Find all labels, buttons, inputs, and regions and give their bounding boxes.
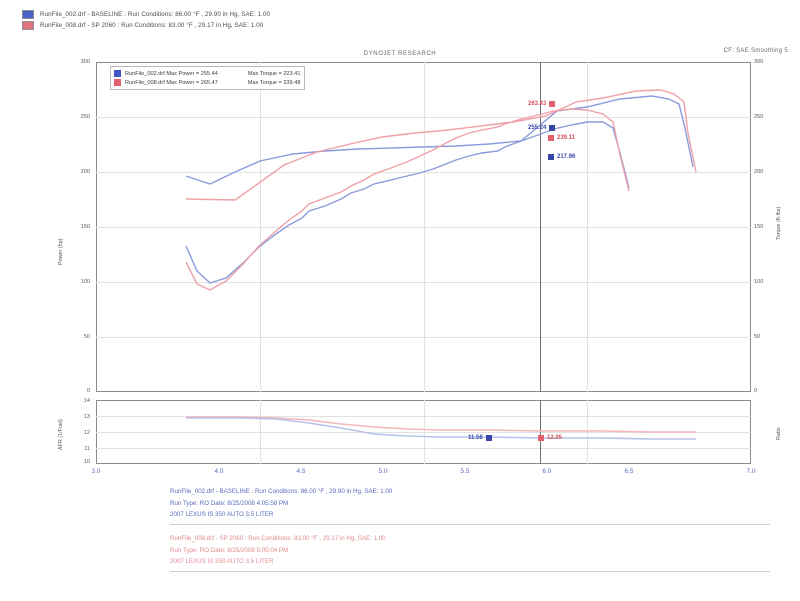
x-axis-tick-label: 5.0 xyxy=(378,468,388,475)
top-legend-label-baseline: RunFile_002.drf - BASELINE : Run Conditi… xyxy=(40,11,271,18)
callout-value: 255.24 xyxy=(528,125,547,131)
curve-power-modified xyxy=(185,108,630,291)
run-info-baseline: RunFile_002.drf - BASELINE : Run Conditi… xyxy=(170,486,392,521)
gridline-v xyxy=(259,62,261,392)
gridline-v xyxy=(423,400,425,464)
callout-peak-torque-blue: 255.24 xyxy=(528,125,556,131)
gridline-v xyxy=(587,400,589,464)
run-info-baseline-line3: 2007 LEXUS IS 350 AUTO 3.5 LITER xyxy=(170,511,274,518)
y2-axis-tick-label: 300 xyxy=(754,59,764,65)
plot-legend-torque-baseline: Max Torque = 223.41 xyxy=(247,70,301,77)
y-axis-title: Power (hp) xyxy=(58,238,64,265)
y2-axis-title: Torque (ft-lbs) xyxy=(776,206,782,240)
plot-legend-power-modified: RunFile_008.drf Max Power = 265.47 xyxy=(125,79,218,86)
callout-peak-power-blue: 217.96 xyxy=(548,154,575,160)
afr-y-tick-label: 14 xyxy=(83,398,90,404)
callout-marker-icon xyxy=(548,154,554,160)
curve-torque-baseline xyxy=(185,95,694,185)
afr-curves-svg xyxy=(186,416,696,440)
callout-peak-power-red: 239.11 xyxy=(548,135,575,141)
curve-afr-baseline xyxy=(186,417,696,440)
callout-value: 11.58 xyxy=(468,435,483,441)
y-axis-tick-label: 300 xyxy=(80,59,90,65)
y2-axis-tick-label: 250 xyxy=(754,114,764,120)
legend-swatch-blue-icon xyxy=(22,10,34,19)
run-info-modified-line3: 2007 LEXUS IS 350 AUTO 3.5 LITER xyxy=(170,558,274,565)
x-axis-tick-label: 3.0 xyxy=(91,468,101,475)
callout-marker-icon xyxy=(538,435,544,441)
callout-peak-torque-red: 263.43 xyxy=(528,101,556,107)
y2-axis-tick-label: 50 xyxy=(754,334,761,340)
y2-axis-tick-label: 0 xyxy=(754,388,758,394)
callout-marker-icon xyxy=(548,135,554,141)
run-info-baseline-line2: Run Type: RO Date: 8/25/2008 4:05:58 PM xyxy=(170,499,289,507)
callout-value: 12.05 xyxy=(547,435,563,441)
plot-legend-torque-modified: Max Torque = 239.48 xyxy=(247,79,301,86)
y-axis-tick-label: 50 xyxy=(83,334,90,340)
callout-value: 217.96 xyxy=(557,154,576,160)
cursor-line[interactable] xyxy=(540,62,541,392)
gridline-v xyxy=(423,62,425,392)
x-axis-tick-label: 4.0 xyxy=(214,468,224,475)
gridline-v xyxy=(587,62,589,392)
callout-value: 263.43 xyxy=(528,101,547,107)
top-legend: RunFile_002.drf - BASELINE : Run Conditi… xyxy=(22,9,270,31)
plot-legend-power-baseline: RunFile_002.drf Max Power = 255.44 xyxy=(125,70,218,77)
chart-title: DYNOJET RESEARCH xyxy=(363,51,437,57)
y2-axis-tick-label: 200 xyxy=(754,169,764,175)
plot-legend: RunFile_002.drf Max Power = 255.44 Max T… xyxy=(110,66,306,90)
correction-factor-note: CF: SAE Smoothing 5 xyxy=(723,48,788,54)
run-info-baseline-line1: RunFile_002.drf - BASELINE : Run Conditi… xyxy=(170,488,393,495)
afr-y-tick-label: 11 xyxy=(84,446,90,452)
top-legend-row-modified: RunFile_008.drf - SP 2060 : Run Conditio… xyxy=(22,20,270,31)
plot-legend-row-baseline: RunFile_002.drf Max Power = 255.44 Max T… xyxy=(114,69,300,78)
y-axis-tick-label: 0 xyxy=(86,388,90,394)
y-axis-tick-label: 200 xyxy=(80,169,90,175)
run-info-modified-line1: RunFile_008.drf - SP 2060 : Run Conditio… xyxy=(170,535,386,542)
x-axis-tick-label: 4.5 xyxy=(296,468,306,475)
callout-afr-red: 12.05 xyxy=(538,435,562,441)
legend-swatch-red-icon xyxy=(22,21,34,30)
y-axis-tick-label: 150 xyxy=(80,224,90,230)
afr-y2-axis-title: Ratio xyxy=(776,427,782,440)
curves-svg xyxy=(185,89,697,291)
y2-axis-tick-label: 100 xyxy=(754,279,764,285)
x-axis-tick-label: 5.5 xyxy=(460,468,470,475)
y-axis-tick-label: 100 xyxy=(80,279,90,285)
x-axis-tick-label: 6.0 xyxy=(542,468,552,475)
afr-panel[interactable]: 11.58 12.05 xyxy=(96,400,751,464)
callout-marker-icon xyxy=(549,125,556,131)
plot-legend-swatch-blue-icon xyxy=(114,70,121,77)
x-axis-tick-label: 6.5 xyxy=(624,468,634,475)
callout-marker-icon xyxy=(485,435,492,441)
x-axis-tick-label: 7.0 xyxy=(746,468,756,475)
callout-value: 239.11 xyxy=(557,135,576,141)
callout-marker-icon xyxy=(549,101,556,107)
top-legend-row-baseline: RunFile_002.drf - BASELINE : Run Conditi… xyxy=(22,9,270,20)
afr-y-tick-label: 13 xyxy=(83,414,90,420)
run-info-modified: RunFile_008.drf - SP 2060 : Run Conditio… xyxy=(170,533,386,568)
cursor-line[interactable] xyxy=(540,400,541,464)
afr-y-tick-label: 10 xyxy=(83,459,90,465)
callout-afr-blue: 11.58 xyxy=(468,435,492,441)
divider xyxy=(170,571,770,572)
gridline-v xyxy=(259,400,261,464)
curve-torque-modified xyxy=(185,89,697,201)
power-torque-plot[interactable]: RunFile_002.drf Max Power = 255.44 Max T… xyxy=(96,62,751,392)
top-legend-label-modified: RunFile_008.drf - SP 2060 : Run Conditio… xyxy=(40,22,264,29)
afr-y-axis-title: AFR (1/Fuel) xyxy=(58,419,64,450)
curve-power-baseline xyxy=(185,121,630,284)
plot-legend-swatch-red-icon xyxy=(114,79,121,86)
divider xyxy=(170,524,770,525)
plot-legend-row-modified: RunFile_008.drf Max Power = 265.47 Max T… xyxy=(114,78,300,87)
y2-axis-tick-label: 150 xyxy=(754,224,764,230)
run-info-modified-line2: Run Type: RO Date: 8/25/2008 5:05:04 PM xyxy=(170,546,289,554)
y-axis-tick-label: 250 xyxy=(80,114,90,120)
afr-y-tick-label: 12 xyxy=(83,430,90,436)
curve-afr-modified xyxy=(186,416,696,433)
